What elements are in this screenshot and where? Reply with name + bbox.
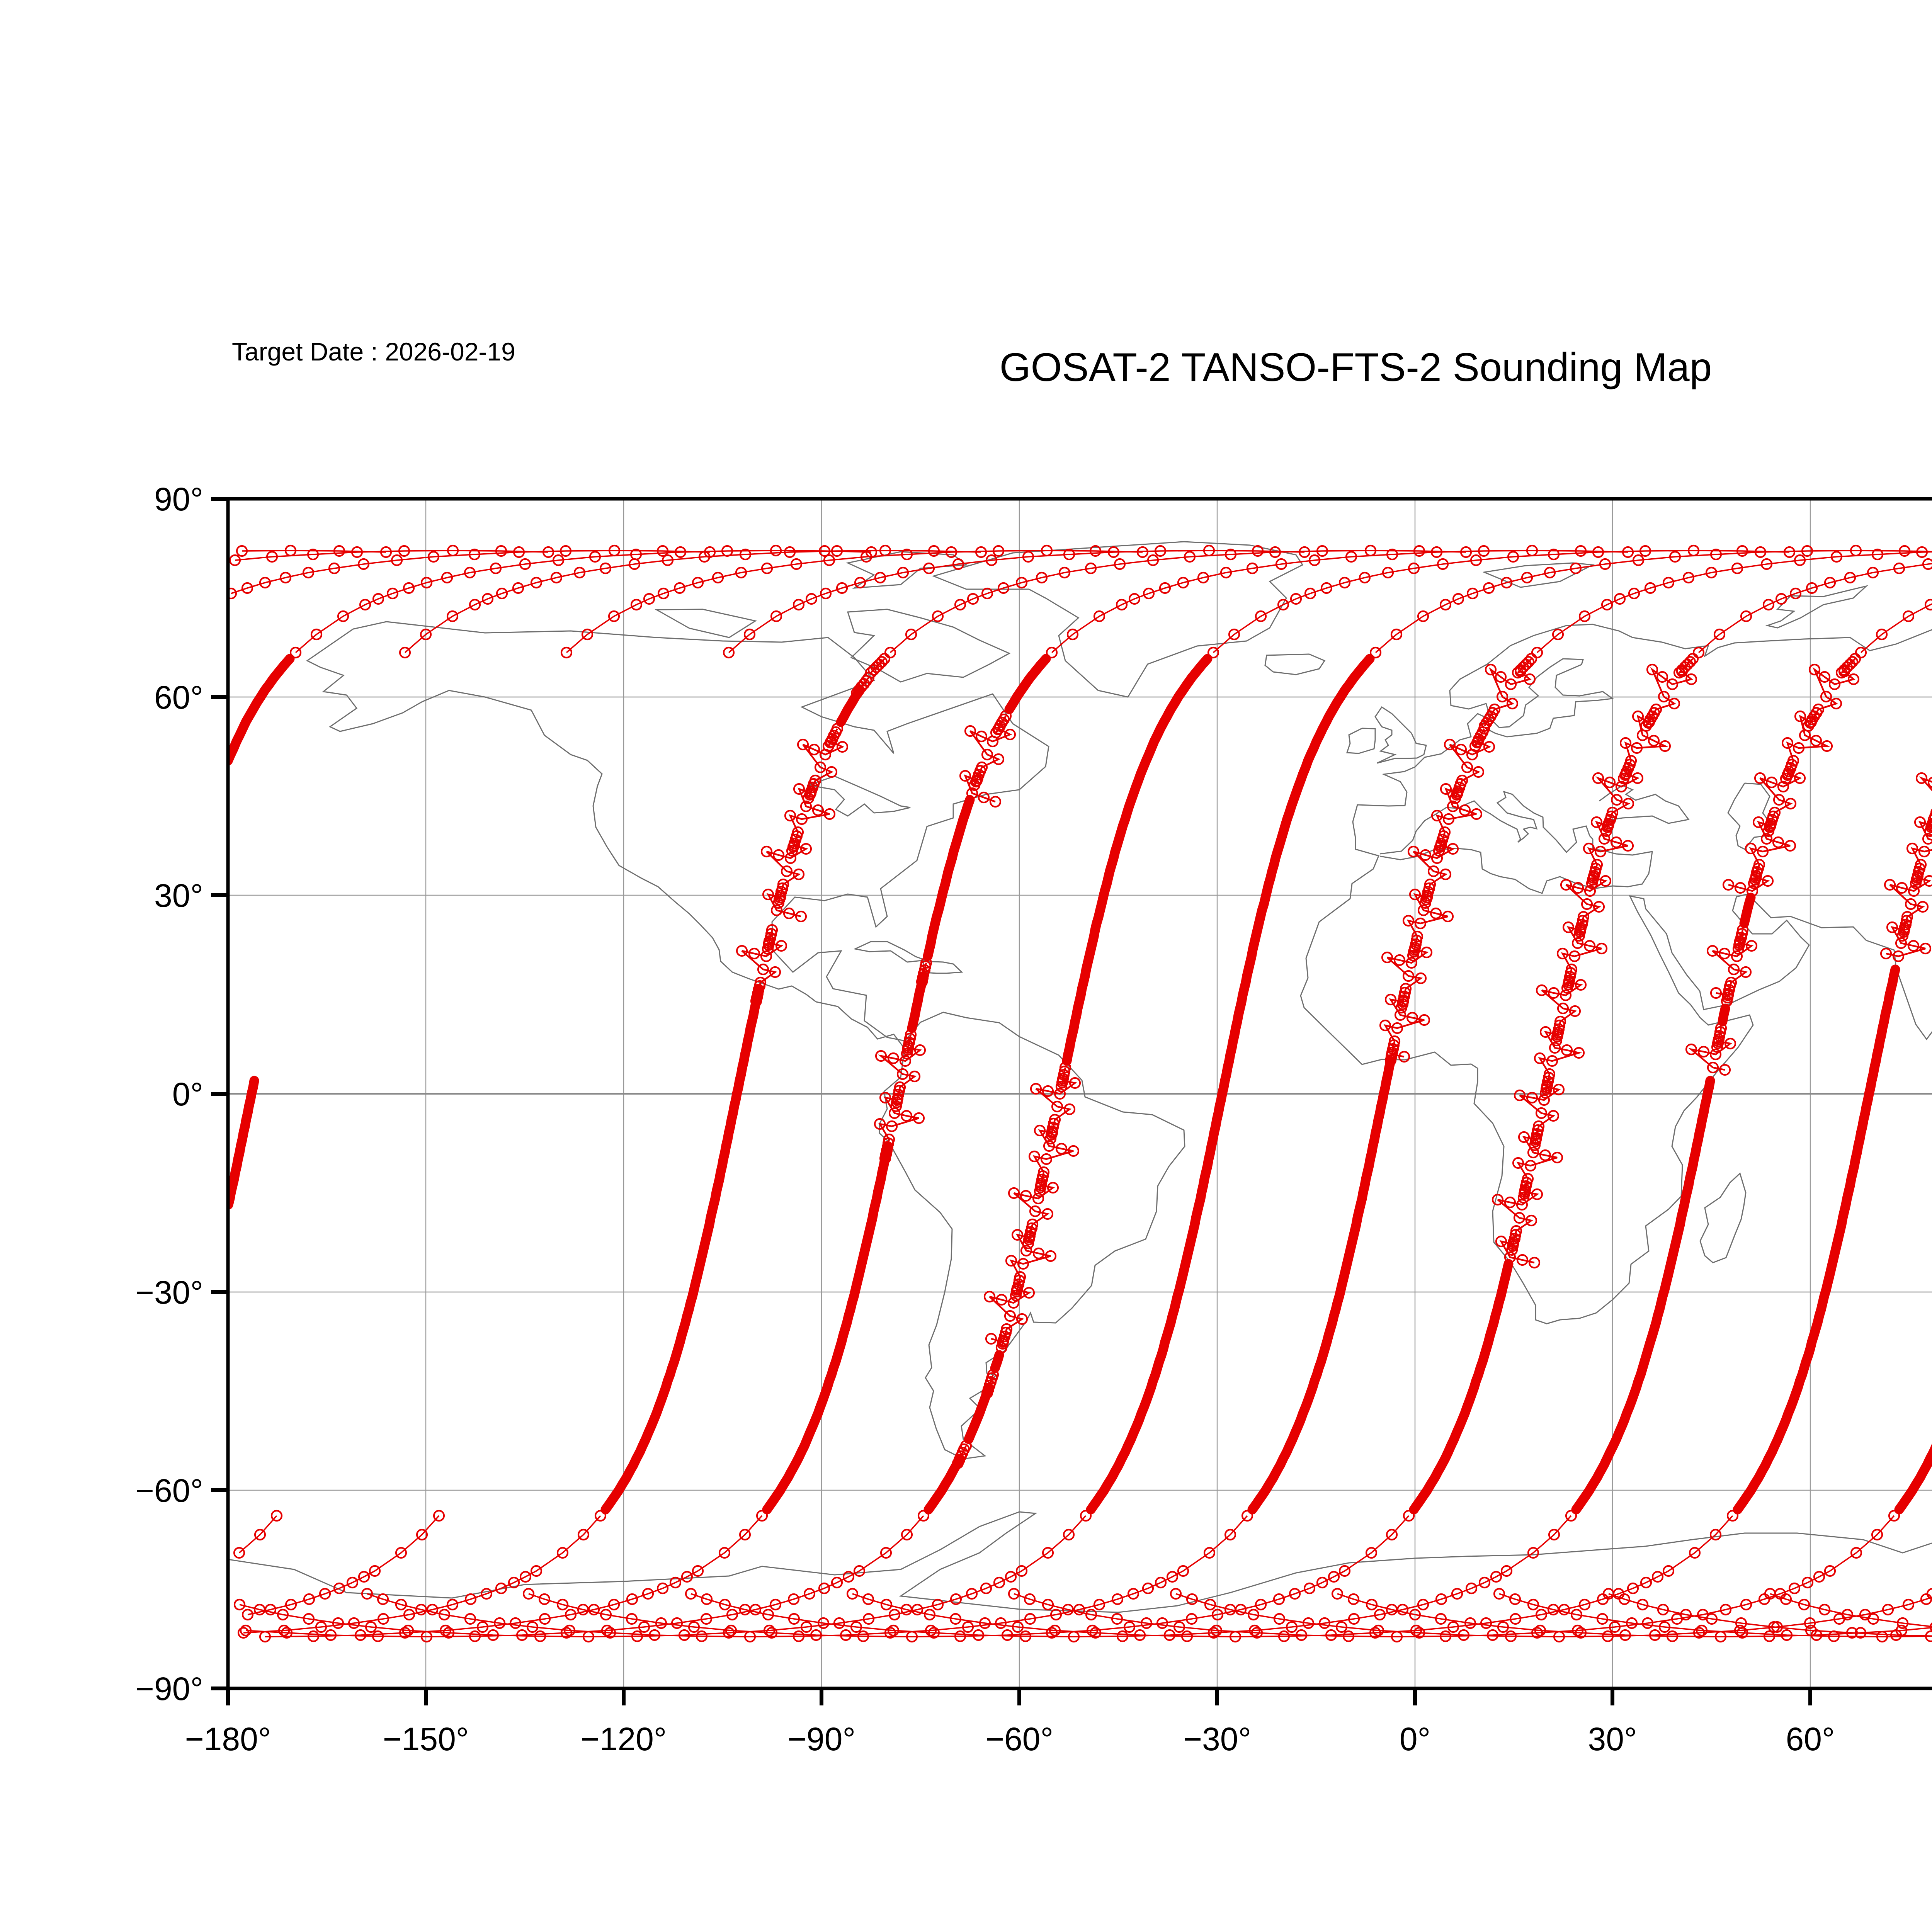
x-tick-label: 0° xyxy=(1400,1721,1430,1757)
x-tick-label: 60° xyxy=(1786,1721,1835,1757)
page-title: GOSAT-2 TANSO-FTS-2 Sounding Map xyxy=(999,345,1712,390)
y-tick-label: 30° xyxy=(154,877,203,914)
y-tick-label: −90° xyxy=(135,1671,203,1707)
y-tick-label: −30° xyxy=(135,1274,203,1311)
x-tick-label: 30° xyxy=(1588,1721,1637,1757)
x-tick-label: −60° xyxy=(985,1721,1053,1757)
coastlines xyxy=(228,541,1932,1688)
sounding-tracks xyxy=(228,544,1932,1643)
y-tick-label: 0° xyxy=(172,1076,203,1112)
axes: −180°−150°−120°−90°−60°−30°0°30°60°90°12… xyxy=(135,481,1835,1757)
x-tick-label: −180° xyxy=(185,1721,271,1757)
x-tick-label: −120° xyxy=(581,1721,667,1757)
target-date-label: Target Date : 2026-02-19 xyxy=(232,337,515,366)
x-tick-label: −90° xyxy=(787,1721,855,1757)
x-tick-label: −30° xyxy=(1183,1721,1251,1757)
y-tick-label: 90° xyxy=(154,481,203,517)
y-tick-label: 60° xyxy=(154,679,203,716)
y-tick-label: −60° xyxy=(135,1472,203,1509)
x-tick-label: −150° xyxy=(383,1721,469,1757)
